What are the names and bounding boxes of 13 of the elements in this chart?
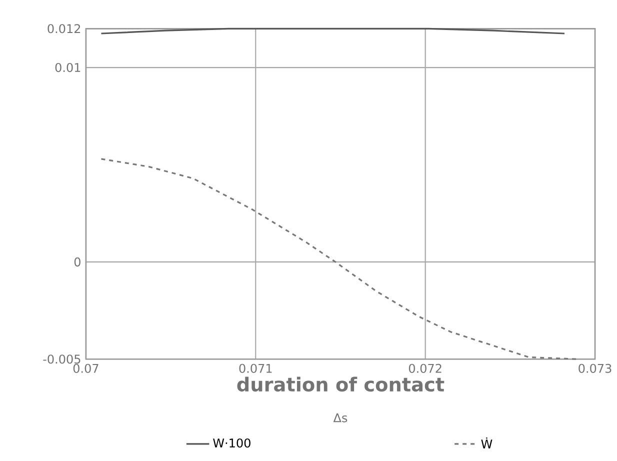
x-tick-label: 0.07 [73,364,98,373]
x-tick-label: 0.071 [239,364,272,373]
y-tick-label: 0 [74,257,80,266]
text: Δs [333,413,348,422]
line-series [100,158,579,360]
y-tick-label: -0.005 [43,354,80,364]
x-tick-label: 0.073 [578,364,612,373]
legend-label: Ẇ [481,437,492,448]
x-tick-label: 0.072 [408,364,442,373]
y-tick-label: 0.012 [48,24,80,34]
legend-label: W·100 [213,438,250,448]
x-axis-title: duration of contact [237,376,444,392]
y-tick-label: 0.01 [55,62,80,72]
